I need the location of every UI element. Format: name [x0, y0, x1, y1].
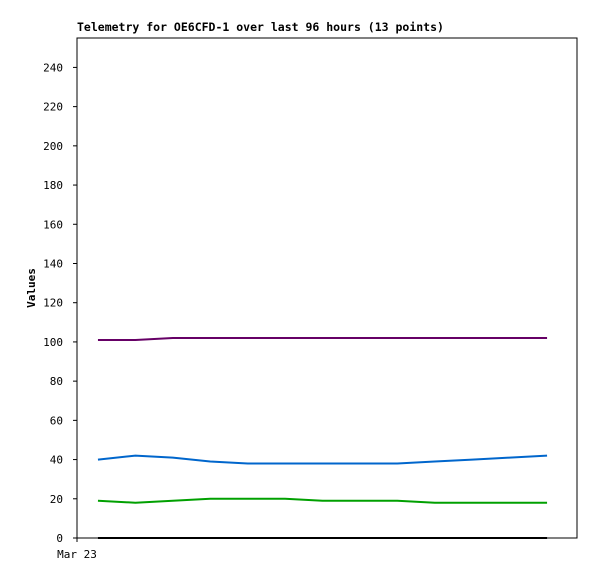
y-tick-label: 160	[43, 218, 63, 231]
y-tick-label: 40	[50, 454, 63, 467]
chart-title: Telemetry for OE6CFD-1 over last 96 hour…	[77, 20, 444, 34]
y-tick-label: 180	[43, 179, 63, 192]
y-tick-label: 100	[43, 336, 63, 349]
y-tick-label: 240	[43, 61, 63, 74]
x-tick-label: Mar 23	[57, 548, 97, 561]
y-tick-label: 0	[56, 532, 63, 545]
y-tick-label: 60	[50, 414, 63, 427]
series-line	[97, 497, 548, 504]
y-tick-label: 140	[43, 257, 63, 270]
series-line	[97, 337, 548, 341]
y-tick-label: 220	[43, 101, 63, 114]
y-axis-label: Values	[25, 268, 38, 308]
y-tick-label: 120	[43, 297, 63, 310]
y-tick-label: 20	[50, 493, 63, 506]
series-line	[97, 454, 548, 465]
y-tick-label: 200	[43, 140, 63, 153]
y-tick-label: 80	[50, 375, 63, 388]
